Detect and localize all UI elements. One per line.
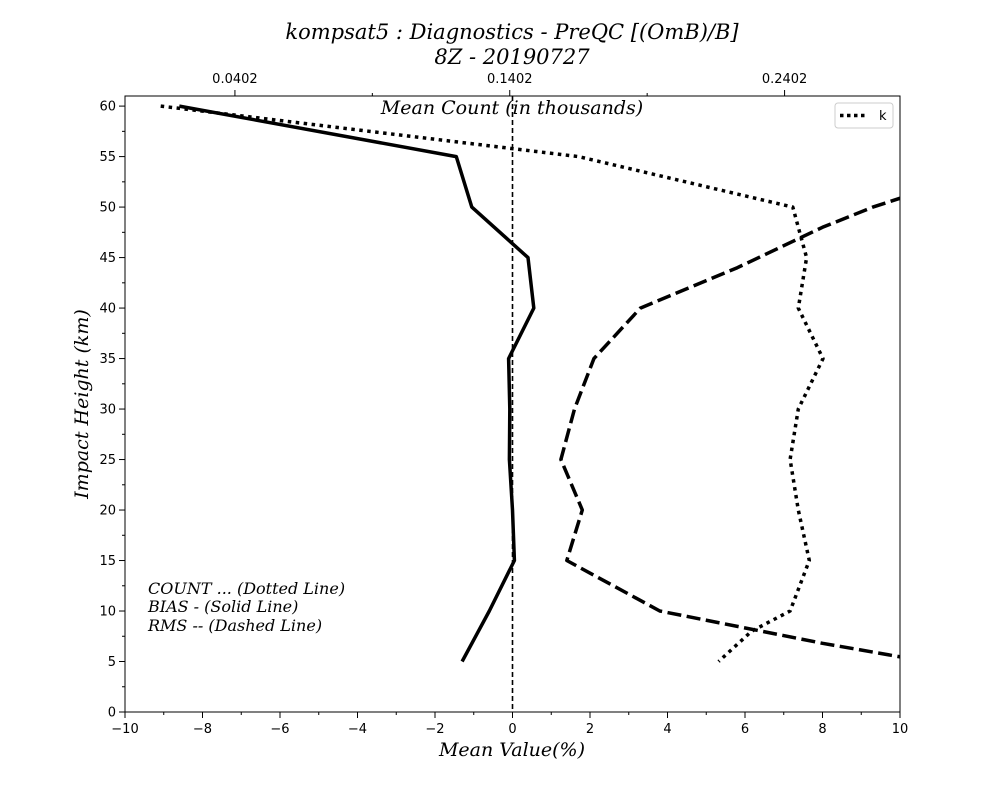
chart-title: kompsat5 : Diagnostics - PreQC [(OmB)/B]	[285, 20, 739, 44]
y-tick-label: 15	[99, 554, 116, 569]
legend: k	[834, 102, 894, 129]
annotation-count: COUNT ... (Dotted Line)	[148, 579, 345, 598]
x-tick-label: 6	[741, 722, 749, 737]
top-axis-ticks: 0.0402 0.1402 0.2402	[212, 72, 807, 96]
y-tick-label: 20	[99, 504, 116, 519]
y-tick-label: 5	[108, 655, 116, 670]
top-tick-label: 0.1402	[487, 72, 533, 87]
y-tick-label: 60	[99, 100, 116, 115]
y-tick-label: 0	[108, 706, 116, 721]
series-line-bias	[178, 104, 536, 663]
x-tick-label: 8	[818, 722, 826, 737]
legend-label: k	[879, 109, 887, 124]
annotation-bias: BIAS - (Solid Line)	[147, 597, 298, 616]
y-tick-label: 30	[99, 403, 116, 418]
x-axis-label: Mean Value(%)	[438, 739, 585, 761]
x-tick-label: 4	[663, 722, 671, 737]
chart-subtitle: 8Z - 20190727	[434, 45, 590, 69]
plot-area	[160, 96, 900, 712]
y-axis-ticks: 0 5 10 15 20 25 30 35 40 45 50 55 60	[99, 100, 125, 721]
x-tick-label: −4	[348, 722, 367, 737]
x-tick-label: 10	[892, 722, 909, 737]
y-tick-label: 25	[99, 453, 116, 468]
y-tick-label: 45	[99, 251, 116, 266]
annotation-rms: RMS -- (Dashed Line)	[147, 616, 322, 635]
series-group	[160, 96, 900, 712]
x-tick-label: −10	[111, 722, 138, 737]
y-tick-label: 55	[99, 150, 116, 165]
y-tick-label: 35	[99, 352, 116, 367]
x-tick-label: −2	[425, 722, 444, 737]
x-tick-label: −8	[193, 722, 212, 737]
x-axis-ticks: −10 −8 −6 −4 −2 0 2 4 6 8 10	[111, 712, 908, 737]
top-axis-label: Mean Count (in thousands)	[380, 97, 643, 119]
y-tick-label: 10	[99, 605, 116, 620]
top-tick-label: 0.2402	[762, 72, 808, 87]
y-tick-label: 50	[99, 201, 116, 216]
series-line-rms	[559, 196, 900, 659]
series-line-count	[160, 104, 825, 663]
x-tick-label: −6	[270, 722, 289, 737]
y-tick-label: 40	[99, 302, 116, 317]
x-tick-label: 0	[508, 722, 516, 737]
y-axis-label: Impact Height (km)	[71, 309, 93, 500]
x-tick-label: 2	[586, 722, 594, 737]
annotations: COUNT ... (Dotted Line) BIAS - (Solid Li…	[147, 579, 345, 635]
top-tick-label: 0.0402	[212, 72, 258, 87]
